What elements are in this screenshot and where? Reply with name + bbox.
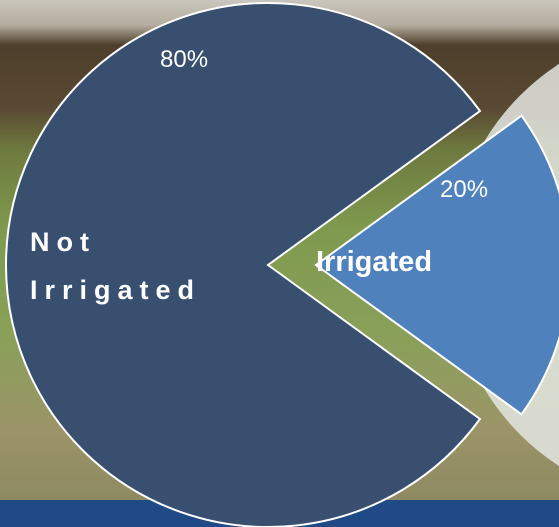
value-label: 20%	[440, 176, 489, 203]
pie-slice	[5, 2, 482, 527]
pie-slice	[314, 114, 559, 416]
slice-label: Irrigated	[316, 246, 433, 278]
slice-label: Not Irrigated	[30, 227, 202, 305]
value-label: 80%	[160, 46, 209, 73]
